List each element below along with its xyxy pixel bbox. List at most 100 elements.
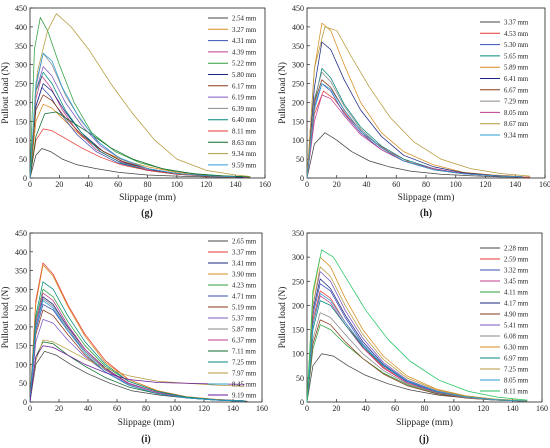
series-line-12 xyxy=(29,339,245,403)
y-tick-label: 350 xyxy=(15,267,27,276)
y-tick-label: 150 xyxy=(15,342,27,351)
y-tick-label: 0 xyxy=(23,398,27,407)
legend-entry: 3.90 mm xyxy=(232,272,257,279)
y-tick-label: 250 xyxy=(15,80,27,89)
series-line-7 xyxy=(306,71,523,179)
legend-entry: 8.63 mm xyxy=(232,140,257,147)
x-tick-label: 60 xyxy=(113,404,121,413)
legend-entry: 5.80 mm xyxy=(232,72,257,79)
legend-entry: 4.71 mm xyxy=(232,294,257,301)
x-tick-label: 80 xyxy=(144,180,152,189)
x-tick-label: 140 xyxy=(509,180,521,189)
x-tick-label: 20 xyxy=(333,180,341,189)
legend-entry: 2.65 mm xyxy=(232,239,257,246)
legend-entry: 4.53 mm xyxy=(504,31,529,38)
series-line-13 xyxy=(306,249,528,403)
legend-entry: 7.25 mm xyxy=(232,360,257,367)
panel-label: (g) xyxy=(141,208,153,219)
chart-panel-1: 0 20 40 60 80 100 120 140 160 0 50 100 150 200 250 300 3… xyxy=(277,4,550,219)
series-line-7 xyxy=(29,319,245,403)
legend-entry: 2.59 mm xyxy=(504,257,529,264)
x-tick-label: 80 xyxy=(421,404,429,413)
series-line-8 xyxy=(306,94,523,179)
series-line-7 xyxy=(306,271,525,403)
series-line-5 xyxy=(306,278,525,403)
legend-entry: 6.17 mm xyxy=(232,83,257,90)
series-line-2 xyxy=(29,86,251,179)
y-tick-label: 0 xyxy=(23,174,27,183)
legend-entry: 4.11 mm xyxy=(504,290,529,297)
legend-entry: 7.11 mm xyxy=(232,349,257,356)
x-tick-label: 160 xyxy=(256,404,268,413)
legend: 2.28 mm 2.59 mm 3.32 mm 3.45 mm 4.11 mm 4.17 … xyxy=(480,246,529,396)
x-axis-title: Slippage (mm) xyxy=(119,192,176,203)
legend-entry: 8.11 mm xyxy=(504,389,529,396)
y-tick-label: 50 xyxy=(296,374,304,383)
panel-label: (j) xyxy=(419,434,429,445)
legend-entry: 3.45 mm xyxy=(504,279,529,286)
legend-entry: 9.34 mm xyxy=(504,133,529,140)
x-tick-label: 0 xyxy=(305,404,309,413)
x-tick-label: 120 xyxy=(480,180,492,189)
y-tick-label: 350 xyxy=(292,42,304,51)
y-tick-label: 150 xyxy=(292,326,304,335)
x-tick-label: 120 xyxy=(200,180,212,189)
y-tick-label: 200 xyxy=(15,323,27,332)
x-tick-label: 140 xyxy=(507,404,519,413)
series-line-12 xyxy=(29,13,251,179)
y-tick-label: 50 xyxy=(19,155,27,164)
x-tick-label: 140 xyxy=(227,404,239,413)
y-tick-label: 450 xyxy=(15,229,27,238)
legend-entry: 6.39 mm xyxy=(232,106,257,113)
legend-entry: 3.37 mm xyxy=(504,20,529,27)
legend: 2.54 mm 3.27 mm 4.31 mm 4.39 mm 5.22 mm 5.80 … xyxy=(208,16,257,169)
series-line-13 xyxy=(29,52,236,179)
y-tick-label: 250 xyxy=(15,304,27,313)
x-tick-label: 100 xyxy=(169,404,181,413)
y-tick-label: 50 xyxy=(296,155,304,164)
x-tick-label: 20 xyxy=(55,180,63,189)
y-tick-label: 300 xyxy=(15,61,27,70)
legend-entry: 8.05 mm xyxy=(504,378,529,385)
chart-panel-0: 0 20 40 60 80 100 120 140 160 0 50 100 150 200 250 300 3… xyxy=(0,4,271,219)
legend-entry: 6.08 mm xyxy=(504,334,529,341)
legend-entry: 3.27 mm xyxy=(232,27,257,34)
legend-entry: 6.19 mm xyxy=(232,95,257,102)
x-tick-label: 40 xyxy=(362,404,370,413)
legend-entry: 6.67 mm xyxy=(504,87,529,94)
x-tick-label: 100 xyxy=(448,404,460,413)
legend-entry: 6.30 mm xyxy=(504,345,529,352)
legend-entry: 5.22 mm xyxy=(232,61,257,68)
legend-entry: 8.11 mm xyxy=(232,129,257,136)
chart-panel-3: 0 20 40 60 80 100 120 140 160 0 50 100 150 200 250 300 3… xyxy=(277,229,548,445)
legend-entry: 8.05 mm xyxy=(504,110,529,117)
x-tick-label: 160 xyxy=(536,404,548,413)
legend-entry: 3.37 mm xyxy=(232,250,257,257)
y-tick-label: 50 xyxy=(19,379,27,388)
y-tick-label: 250 xyxy=(292,80,304,89)
series-line-11 xyxy=(306,266,525,403)
y-tick-label: 0 xyxy=(300,174,304,183)
x-tick-label: 120 xyxy=(198,404,210,413)
y-axis-title: Pullout load (N) xyxy=(0,287,11,349)
legend: 2.65 mm 3.37 mm 3.41 mm 3.90 mm 4.23 mm 4.71 … xyxy=(208,239,257,400)
legend-entry: 9.34 mm xyxy=(232,151,257,158)
series-line-0 xyxy=(29,148,251,179)
x-tick-label: 80 xyxy=(142,404,150,413)
x-tick-label: 20 xyxy=(332,404,340,413)
x-tick-label: 40 xyxy=(85,180,93,189)
series-line-0 xyxy=(29,350,248,403)
series-line-1 xyxy=(29,262,245,403)
y-tick-label: 300 xyxy=(292,253,304,262)
x-axis-title: Slippage (mm) xyxy=(396,417,453,428)
legend-entry: 2.54 mm xyxy=(232,16,257,23)
chart-panel-2: 0 20 40 60 80 100 120 140 160 0 50 100 150 200 250 300 3… xyxy=(0,229,268,445)
y-axis-title: Pullout load (N) xyxy=(277,287,288,349)
series-line-14 xyxy=(29,345,245,403)
x-tick-label: 0 xyxy=(28,404,32,413)
legend-entry: 4.90 mm xyxy=(504,312,529,319)
series-line-6 xyxy=(29,309,245,403)
y-tick-label: 150 xyxy=(15,117,27,126)
y-tick-label: 200 xyxy=(292,301,304,310)
